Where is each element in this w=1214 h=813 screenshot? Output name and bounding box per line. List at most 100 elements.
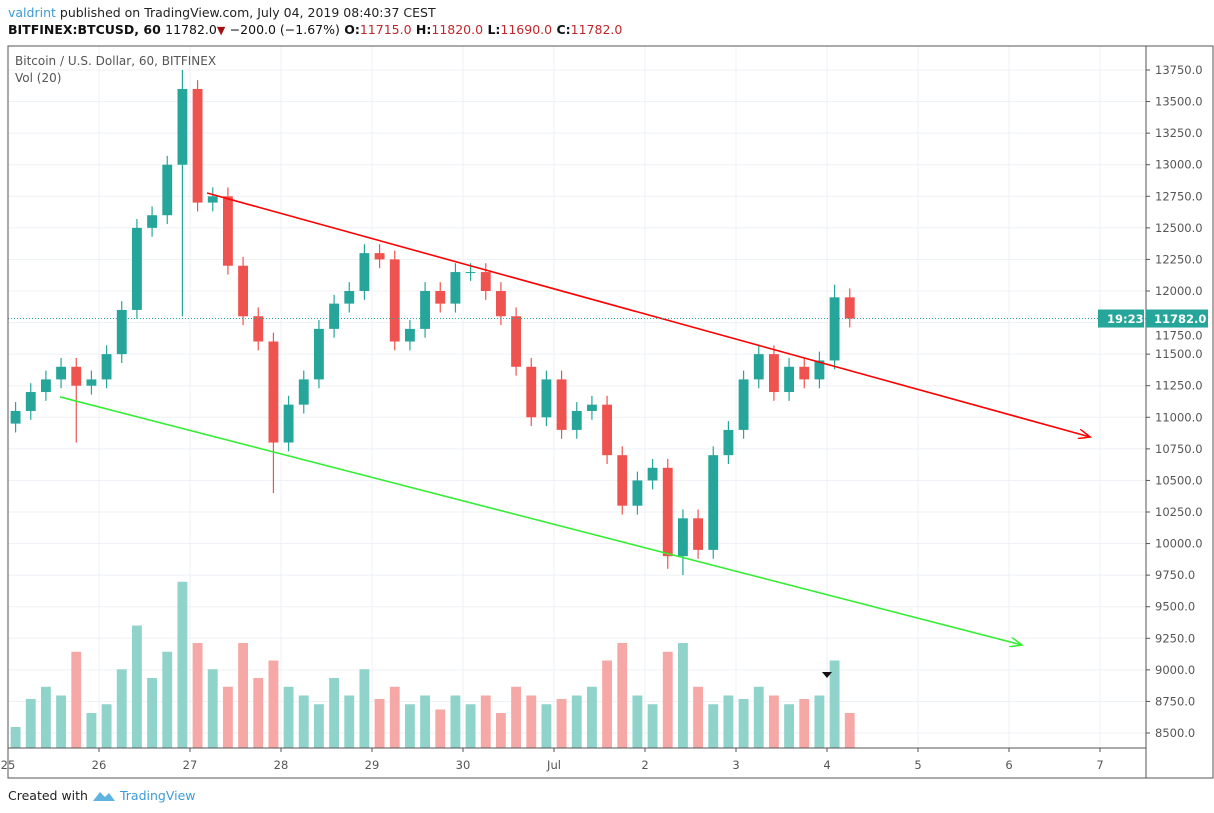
candle xyxy=(313,320,324,389)
volume-bar xyxy=(814,695,825,748)
candle xyxy=(207,187,218,212)
volume-bar xyxy=(25,699,36,748)
candle-body xyxy=(147,215,158,228)
candle-body xyxy=(268,341,279,443)
candle xyxy=(344,282,355,313)
x-tick-label: 30 xyxy=(456,758,471,772)
volume-bar xyxy=(313,704,324,748)
candle-body xyxy=(344,291,355,304)
x-tick-label: 3 xyxy=(732,758,739,772)
candle-body xyxy=(556,379,567,430)
y-tick-label: 10500.0 xyxy=(1155,473,1203,487)
countdown-label: 19:23 xyxy=(1107,312,1144,326)
candle xyxy=(389,250,400,351)
candle xyxy=(814,351,825,389)
candle-body xyxy=(374,253,385,260)
x-tick-label: 4 xyxy=(823,758,830,772)
candle-body xyxy=(177,88,188,165)
volume-bar xyxy=(450,695,461,748)
candle xyxy=(71,357,82,443)
candle-body xyxy=(298,379,309,405)
candle-body xyxy=(647,467,658,481)
candle xyxy=(86,370,97,395)
candle xyxy=(283,395,294,452)
candle xyxy=(268,332,279,494)
volume-bar xyxy=(192,643,203,748)
publish-info: valdrint published on TradingView.com, J… xyxy=(8,5,436,20)
candle xyxy=(162,155,173,225)
footer: Created with TradingView xyxy=(8,788,196,803)
y-tick-label: 8500.0 xyxy=(1155,726,1195,740)
volume-bar xyxy=(602,660,613,748)
volume-bar xyxy=(10,727,21,748)
candle xyxy=(420,282,431,338)
candle xyxy=(723,421,734,465)
volume-bar xyxy=(147,678,158,748)
candle xyxy=(495,282,506,326)
last-price: 11782.0 xyxy=(165,22,217,37)
triangle-down-icon xyxy=(822,672,832,678)
candle xyxy=(799,357,810,389)
volume-bar xyxy=(56,695,67,748)
volume-bar xyxy=(283,686,294,748)
candle-body xyxy=(480,272,491,291)
candle xyxy=(435,282,446,313)
price-change: −200.0 (−1.67%) xyxy=(229,22,340,37)
candle-body xyxy=(207,196,218,203)
candle-body xyxy=(677,518,688,557)
candle-body xyxy=(192,88,203,203)
volume-bar xyxy=(768,695,779,748)
volume-bar xyxy=(131,625,142,748)
candle xyxy=(617,446,628,515)
candle-body xyxy=(693,518,704,550)
volume-bar xyxy=(298,695,309,748)
candle xyxy=(40,370,51,401)
volume-bar xyxy=(693,686,704,748)
volume-bar xyxy=(268,660,279,748)
series-title: Bitcoin / U.S. Dollar, 60, BITFINEX xyxy=(15,54,217,68)
volume-bar xyxy=(435,709,446,748)
candle-body xyxy=(708,455,719,550)
candle xyxy=(374,244,385,269)
volume-bar xyxy=(389,686,400,748)
candle-body xyxy=(784,366,795,393)
candle-body xyxy=(829,297,840,361)
x-tick-label: 2 xyxy=(641,758,648,772)
last-price-label: 11782.0 xyxy=(1154,312,1206,326)
tradingview-link[interactable]: TradingView xyxy=(119,788,196,803)
open-value: 11715.0 xyxy=(359,22,412,37)
y-tick-label: 12000.0 xyxy=(1155,284,1203,298)
candle xyxy=(511,307,522,376)
candle xyxy=(662,458,673,569)
x-tick-label: 25 xyxy=(1,758,16,772)
y-tick-label: 13750.0 xyxy=(1155,63,1203,77)
candle xyxy=(359,244,370,300)
candle-body xyxy=(25,392,36,411)
y-tick-label: 11250.0 xyxy=(1155,379,1203,393)
author-link[interactable]: valdrint xyxy=(8,5,56,20)
candle-body xyxy=(435,291,446,304)
candle-body xyxy=(101,354,112,380)
volume-bar xyxy=(526,695,537,748)
x-tick-label: 28 xyxy=(274,758,289,772)
x-tick-label: Jul xyxy=(546,758,561,772)
ohlc-header: BITFINEX:BTCUSD, 60 11782.0▼ −200.0 (−1.… xyxy=(8,22,622,37)
volume-bar xyxy=(708,704,719,748)
volume-bar xyxy=(556,699,567,748)
volume-bar xyxy=(238,643,249,748)
candle-body xyxy=(617,455,628,506)
candle-body xyxy=(238,265,249,317)
candle xyxy=(238,256,249,326)
candle xyxy=(404,320,415,351)
close-value: 11782.0 xyxy=(570,22,623,37)
volume-indicator-label[interactable]: Vol (20) xyxy=(15,71,62,85)
publish-text: published on TradingView.com, July 04, 2… xyxy=(59,5,436,20)
volume-bar xyxy=(359,669,370,748)
candle-body xyxy=(541,379,552,418)
candle xyxy=(25,383,36,420)
last-price-badge xyxy=(1146,309,1208,328)
candle xyxy=(329,294,340,338)
volume-bar xyxy=(177,581,188,748)
candle-body xyxy=(814,360,825,380)
